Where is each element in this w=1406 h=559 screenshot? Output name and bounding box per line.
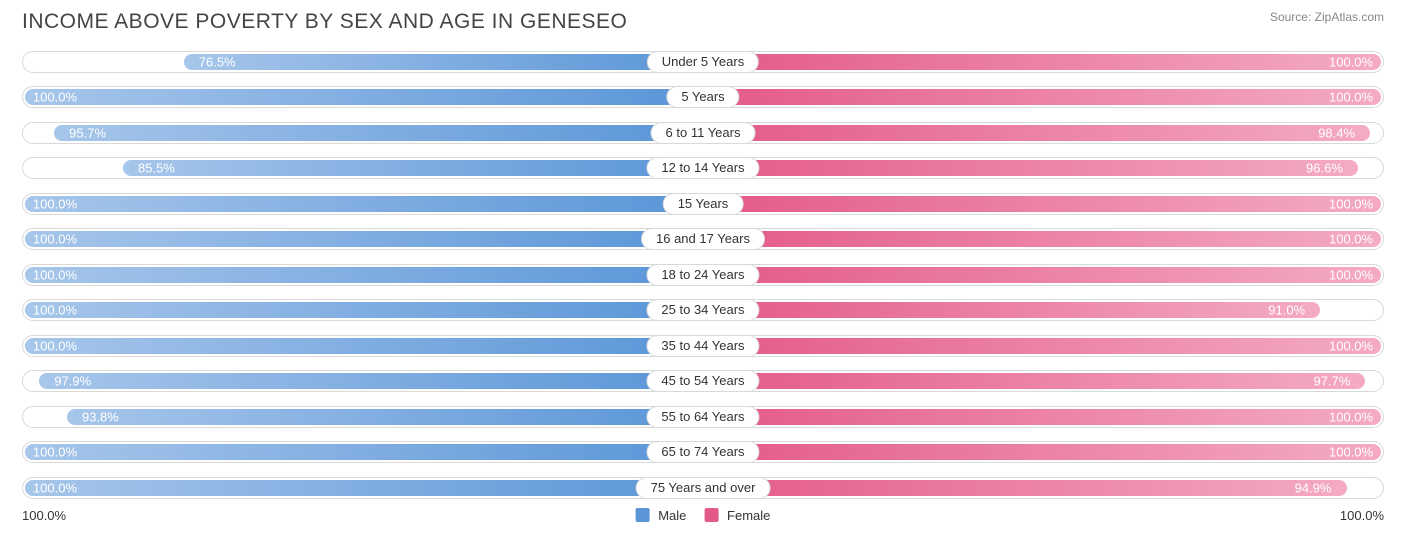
female-value: 100.0% [1329, 90, 1373, 105]
age-label: 55 to 64 Years [646, 406, 759, 428]
age-label: 18 to 24 Years [646, 264, 759, 286]
male-bar [25, 302, 700, 318]
male-bar [123, 160, 700, 176]
age-label: 65 to 74 Years [646, 441, 759, 463]
female-bar [706, 54, 1381, 70]
male-value: 100.0% [33, 90, 77, 105]
female-value: 100.0% [1329, 267, 1373, 282]
female-value: 100.0% [1329, 232, 1373, 247]
male-bar [25, 267, 700, 283]
female-value: 97.7% [1313, 374, 1350, 389]
female-bar [706, 409, 1381, 425]
male-value: 100.0% [33, 232, 77, 247]
legend-male: Male [636, 508, 687, 523]
female-bar [706, 480, 1347, 496]
male-bar [25, 338, 700, 354]
age-label: Under 5 Years [647, 51, 759, 73]
male-value: 100.0% [33, 480, 77, 495]
female-bar [706, 196, 1381, 212]
legend-female-label: Female [727, 508, 770, 523]
female-bar [706, 89, 1381, 105]
chart-header: INCOME ABOVE POVERTY BY SEX AND AGE IN G… [0, 0, 1406, 38]
female-value: 100.0% [1329, 196, 1373, 211]
legend-female: Female [704, 508, 770, 523]
male-value: 85.5% [138, 161, 175, 176]
male-bar [67, 409, 700, 425]
male-value: 97.9% [54, 374, 91, 389]
chart-source: Source: ZipAtlas.com [1270, 10, 1384, 24]
chart-row: 97.9% 97.7% 45 to 54 Years [22, 366, 1384, 397]
female-value: 100.0% [1329, 409, 1373, 424]
chart-row: 93.8% 100.0% 55 to 64 Years [22, 401, 1384, 432]
chart-row: 100.0% 100.0% 18 to 24 Years [22, 259, 1384, 290]
male-value: 76.5% [199, 54, 236, 69]
chart-row: 100.0% 91.0% 25 to 34 Years [22, 295, 1384, 326]
chart-title: INCOME ABOVE POVERTY BY SEX AND AGE IN G… [22, 10, 627, 34]
chart-row: 100.0% 94.9% 75 Years and over [22, 472, 1384, 503]
female-bar [706, 444, 1381, 460]
legend-male-label: Male [658, 508, 686, 523]
chart-row: 76.5% 100.0% Under 5 Years [22, 46, 1384, 77]
age-label: 12 to 14 Years [646, 157, 759, 179]
female-value: 100.0% [1329, 338, 1373, 353]
chart-row: 100.0% 100.0% 65 to 74 Years [22, 437, 1384, 468]
female-value: 96.6% [1306, 161, 1343, 176]
legend: Male Female [636, 508, 771, 523]
female-bar [706, 160, 1358, 176]
chart-row: 100.0% 100.0% 15 Years [22, 188, 1384, 219]
chart-row: 100.0% 100.0% 16 and 17 Years [22, 224, 1384, 255]
male-bar [184, 54, 700, 70]
male-value: 100.0% [33, 303, 77, 318]
axis-row: 100.0% Male Female 100.0% [22, 508, 1384, 528]
male-value: 100.0% [33, 338, 77, 353]
female-bar [706, 267, 1381, 283]
female-bar [706, 302, 1320, 318]
male-value: 100.0% [33, 445, 77, 460]
chart-row: 100.0% 100.0% 35 to 44 Years [22, 330, 1384, 361]
female-value: 94.9% [1295, 480, 1332, 495]
legend-female-swatch [704, 508, 718, 522]
male-bar [54, 125, 700, 141]
age-label: 15 Years [663, 193, 744, 215]
male-value: 93.8% [82, 409, 119, 424]
chart-row: 100.0% 100.0% 5 Years [22, 82, 1384, 113]
male-bar [25, 444, 700, 460]
age-label: 6 to 11 Years [651, 122, 756, 144]
axis-right-label: 100.0% [1340, 508, 1384, 523]
age-label: 25 to 34 Years [646, 299, 759, 321]
male-bar [25, 231, 700, 247]
male-value: 95.7% [69, 125, 106, 140]
female-bar [706, 338, 1381, 354]
chart-row: 95.7% 98.4% 6 to 11 Years [22, 117, 1384, 148]
age-label: 16 and 17 Years [641, 228, 765, 250]
male-bar [25, 480, 700, 496]
male-bar [39, 373, 700, 389]
chart-row: 85.5% 96.6% 12 to 14 Years [22, 153, 1384, 184]
male-value: 100.0% [33, 196, 77, 211]
male-bar [25, 89, 700, 105]
age-label: 75 Years and over [636, 477, 771, 499]
axis-left-label: 100.0% [22, 508, 66, 523]
female-value: 100.0% [1329, 54, 1373, 69]
female-bar [706, 373, 1365, 389]
female-value: 100.0% [1329, 445, 1373, 460]
male-bar [25, 196, 700, 212]
female-value: 91.0% [1268, 303, 1305, 318]
chart-area: 76.5% 100.0% Under 5 Years 100.0% 100.0% 5 Ye… [0, 38, 1406, 503]
female-bar [706, 231, 1381, 247]
female-value: 98.4% [1318, 125, 1355, 140]
female-bar [706, 125, 1370, 141]
male-value: 100.0% [33, 267, 77, 282]
age-label: 45 to 54 Years [646, 370, 759, 392]
legend-male-swatch [636, 508, 650, 522]
age-label: 35 to 44 Years [646, 335, 759, 357]
age-label: 5 Years [666, 86, 739, 108]
